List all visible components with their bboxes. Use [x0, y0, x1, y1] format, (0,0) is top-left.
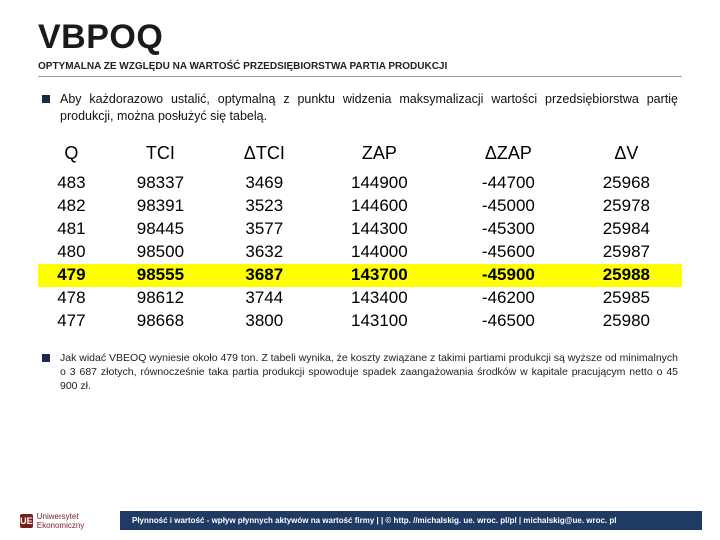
table-cell: 143400	[313, 287, 447, 310]
table-cell: 479	[38, 264, 105, 287]
logo-mark: UE	[20, 514, 33, 528]
table-cell: 3577	[216, 218, 313, 241]
table-row: 478986123744143400-4620025985	[38, 287, 682, 310]
table-cell: -45600	[446, 241, 571, 264]
table-cell: 477	[38, 310, 105, 333]
table-cell: 144300	[313, 218, 447, 241]
table-cell: 98337	[105, 172, 216, 195]
table-cell: -45300	[446, 218, 571, 241]
table-cell: 25988	[571, 264, 682, 287]
table-cell: 25984	[571, 218, 682, 241]
table-header: ΔTCI	[216, 139, 313, 172]
table-row: 481984453577144300-4530025984	[38, 218, 682, 241]
table-cell: -46200	[446, 287, 571, 310]
table-header: TCI	[105, 139, 216, 172]
table-cell: -46500	[446, 310, 571, 333]
footer: UE Uniwersytet Ekonomiczny Płynność i wa…	[0, 511, 720, 530]
bullet-icon	[42, 354, 50, 362]
table-cell: 480	[38, 241, 105, 264]
table-cell: 144000	[313, 241, 447, 264]
table-header: ZAP	[313, 139, 447, 172]
table-cell: 143700	[313, 264, 447, 287]
table-cell: 3523	[216, 195, 313, 218]
table-cell: 25980	[571, 310, 682, 333]
table-cell: 25987	[571, 241, 682, 264]
footer-bar: Płynność i wartość - wpływ płynnych akty…	[120, 511, 702, 530]
table-cell: -45000	[446, 195, 571, 218]
table-cell: 98612	[105, 287, 216, 310]
footnote-paragraph: Jak widać VBEOQ wyniesie około 479 ton. …	[38, 351, 682, 394]
data-table: QTCIΔTCIZAPΔZAPΔV 483983373469144900-447…	[38, 139, 682, 333]
logo: UE Uniwersytet Ekonomiczny	[0, 512, 120, 530]
table-cell: 143100	[313, 310, 447, 333]
footnote-text: Jak widać VBEOQ wyniesie około 479 ton. …	[60, 351, 678, 394]
table-cell: 98555	[105, 264, 216, 287]
table-cell: 25968	[571, 172, 682, 195]
page-subtitle: OPTYMALNA ZE WZGLĘDU NA WARTOŚĆ PRZEDSIĘ…	[38, 61, 682, 77]
table-cell: 144600	[313, 195, 447, 218]
table-row: 479985553687143700-4590025988	[38, 264, 682, 287]
table-cell: 25978	[571, 195, 682, 218]
bullet-icon	[42, 95, 50, 103]
table-cell: 478	[38, 287, 105, 310]
table-cell: 3744	[216, 287, 313, 310]
table-cell: 98445	[105, 218, 216, 241]
table-cell: 98391	[105, 195, 216, 218]
table-cell: 3687	[216, 264, 313, 287]
table-cell: 98668	[105, 310, 216, 333]
logo-text: Uniwersytet Ekonomiczny	[37, 512, 120, 530]
table-row: 477986683800143100-4650025980	[38, 310, 682, 333]
table-row: 480985003632144000-4560025987	[38, 241, 682, 264]
table-cell: 482	[38, 195, 105, 218]
table-cell: 3632	[216, 241, 313, 264]
table-row: 483983373469144900-4470025968	[38, 172, 682, 195]
table-cell: 3800	[216, 310, 313, 333]
page-title: VBPOQ	[38, 18, 682, 57]
table-header: ΔV	[571, 139, 682, 172]
table-cell: -44700	[446, 172, 571, 195]
table-cell: 481	[38, 218, 105, 241]
table-cell: 98500	[105, 241, 216, 264]
table-row: 482983913523144600-4500025978	[38, 195, 682, 218]
table-cell: -45900	[446, 264, 571, 287]
table-header: ΔZAP	[446, 139, 571, 172]
table-cell: 483	[38, 172, 105, 195]
intro-paragraph: Aby każdorazowo ustalić, optymalną z pun…	[38, 91, 682, 125]
table-cell: 3469	[216, 172, 313, 195]
intro-text: Aby każdorazowo ustalić, optymalną z pun…	[60, 91, 678, 125]
table-cell: 144900	[313, 172, 447, 195]
table-cell: 25985	[571, 287, 682, 310]
table-header: Q	[38, 139, 105, 172]
